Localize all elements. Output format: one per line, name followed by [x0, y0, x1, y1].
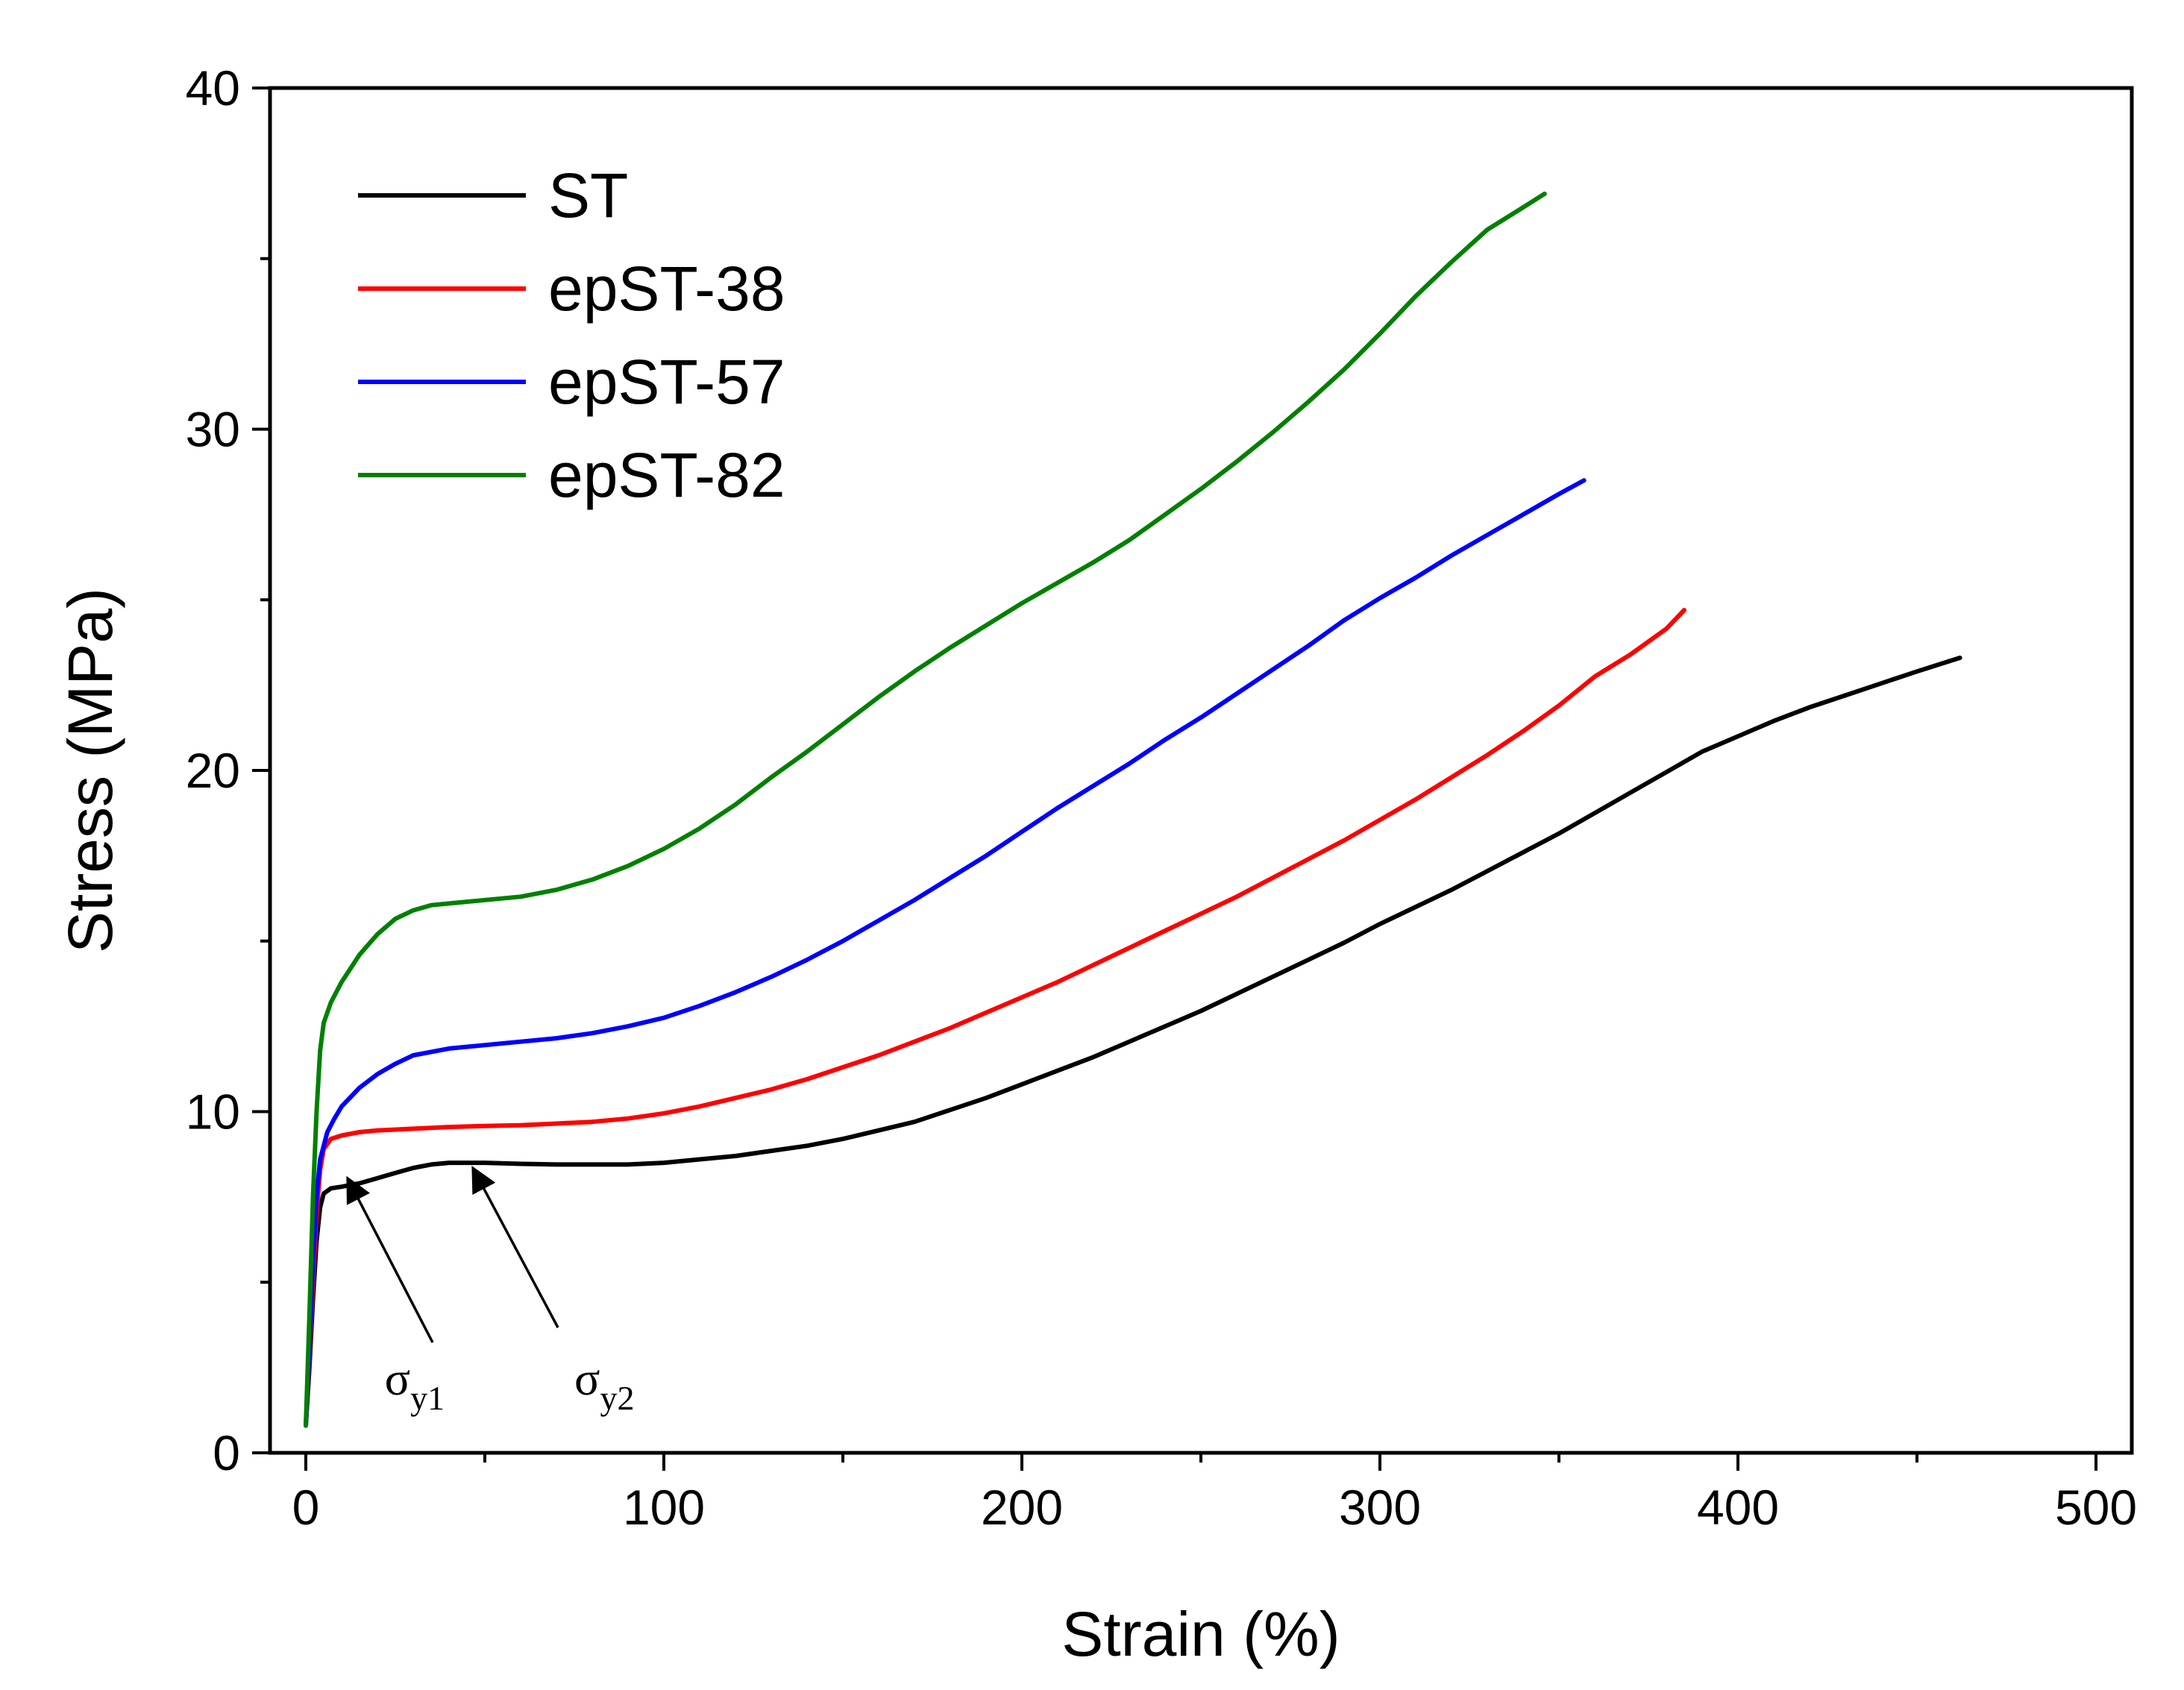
y-tick-label: 30	[186, 402, 240, 457]
x-tick-label: 400	[1697, 1480, 1779, 1535]
legend-label-epst-38: epST-38	[548, 254, 785, 324]
annotation-label-sigma-y1: σy1	[385, 1352, 445, 1417]
x-tick-label: 0	[292, 1480, 320, 1535]
x-axis-title: Strain (%)	[1061, 1599, 1340, 1669]
x-tick-label: 200	[981, 1480, 1063, 1535]
y-tick-label: 10	[186, 1084, 240, 1140]
legend: ST epST-38 epST-57 epST-82	[358, 160, 785, 510]
legend-label-epst-82: epST-82	[548, 440, 785, 510]
series-line-epst-57	[304, 478, 1587, 1428]
x-tick-label: 500	[2055, 1480, 2137, 1535]
series-line-epst-82	[304, 191, 1547, 1428]
series-layer	[304, 191, 1962, 1428]
y-tick-label: 20	[186, 743, 240, 798]
legend-label-epst-57: epST-57	[548, 347, 785, 417]
x-tick-label: 100	[623, 1480, 705, 1535]
y-axis-title: Stress (MPa)	[55, 588, 125, 953]
annotation-label-sigma-y2: σy2	[574, 1352, 635, 1417]
annotation-arrow	[346, 1175, 434, 1343]
annotations: σy1 σy2	[346, 1166, 635, 1417]
annotation-arrow	[471, 1166, 559, 1328]
x-tick-label: 300	[1339, 1480, 1421, 1535]
legend-label-st: ST	[548, 160, 628, 230]
axis-ticks: 0 100 200 300 400 500 0 10 20 30 40	[186, 60, 2137, 1535]
y-tick-label: 0	[213, 1425, 240, 1480]
series-line-st	[304, 656, 1962, 1428]
y-tick-label: 40	[186, 60, 240, 116]
series-line-epst-38	[304, 608, 1686, 1428]
